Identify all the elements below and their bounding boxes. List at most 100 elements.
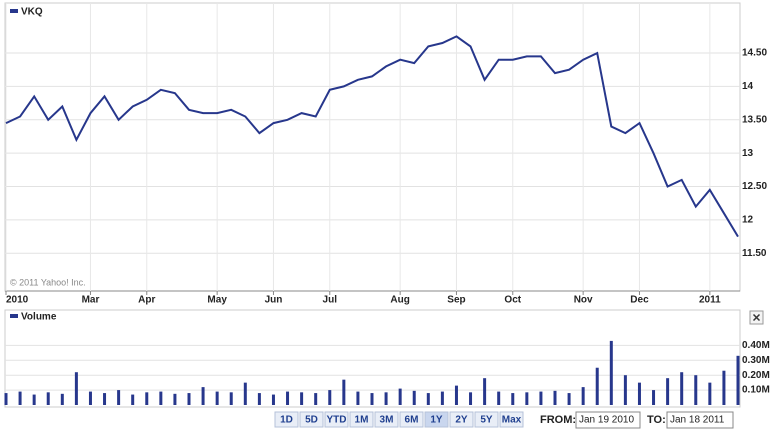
volume-bar (539, 391, 543, 405)
volume-bar (286, 391, 290, 405)
volume-bar (511, 393, 515, 405)
range-button-label[interactable]: 5D (305, 415, 318, 426)
copyright: © 2011 Yahoo! Inc. (10, 277, 86, 287)
x-tick-label: Sep (447, 295, 465, 306)
volume-bar (342, 379, 346, 405)
range-button[interactable] (324, 411, 349, 428)
y-tick-label: 11.50 (742, 248, 767, 259)
volume-bar (384, 392, 388, 405)
legend-label: Volume (21, 312, 57, 323)
volume-bar (88, 391, 92, 405)
volume-bar (440, 391, 444, 405)
volume-bar (553, 390, 557, 405)
volume-bar (74, 372, 78, 405)
y-tick-label: 14 (742, 81, 754, 92)
volume-bar (680, 372, 684, 405)
volume-bar (356, 391, 360, 405)
volume-bar (201, 387, 205, 405)
y-tick-label: 12 (742, 215, 754, 226)
volume-bar (469, 392, 473, 405)
y-tick-label: 0.20M (742, 370, 770, 381)
range-button-label[interactable]: 1M (355, 415, 369, 426)
x-tick-label: Mar (82, 295, 100, 306)
to-label: TO: (647, 414, 666, 426)
range-button[interactable] (374, 411, 399, 428)
range-button[interactable] (424, 411, 449, 428)
volume-bar (32, 394, 36, 405)
close-button[interactable] (749, 310, 764, 325)
range-button-label[interactable]: 3M (380, 415, 394, 426)
x-tick-label: May (207, 295, 227, 306)
y-tick-label: 0.30M (742, 355, 770, 366)
range-button[interactable] (274, 411, 299, 428)
price-line (5, 35, 739, 238)
volume-bar (159, 391, 163, 405)
volume-bar (229, 392, 233, 405)
volume-bar (46, 392, 50, 405)
x-tick-label: Aug (390, 295, 409, 306)
to-value[interactable]: Jan 18 2011 (670, 415, 725, 426)
volume-bar (398, 388, 402, 405)
volume-bar (215, 391, 219, 405)
x-tick-label: Oct (504, 295, 521, 306)
volume-bar (609, 340, 613, 405)
volume-bar (637, 382, 641, 405)
volume-bar (652, 390, 656, 405)
range-button[interactable] (399, 411, 424, 428)
legend-swatch (10, 314, 18, 318)
volume-bar (314, 393, 318, 405)
range-button[interactable] (349, 411, 374, 428)
volume-bar (694, 375, 698, 405)
price-panel (4, 2, 741, 292)
volume-bar (187, 393, 191, 405)
x-tick-label: Apr (138, 295, 155, 306)
volume-bar (497, 391, 501, 405)
volume-bar (736, 355, 740, 405)
volume-bar (525, 392, 529, 405)
volume-bar (623, 375, 627, 405)
volume-bar (271, 394, 275, 405)
range-button-label[interactable]: Max (502, 415, 522, 426)
x-tick-label: 2011 (699, 295, 721, 306)
volume-bar (131, 394, 135, 405)
volume-bar (454, 385, 458, 405)
x-tick-label: Jul (323, 295, 338, 306)
y-tick-label: 12.50 (742, 181, 767, 192)
from-input[interactable] (575, 411, 641, 429)
range-button[interactable] (499, 411, 524, 428)
legend-swatch (10, 9, 18, 13)
to-input[interactable] (666, 411, 734, 429)
range-button-label[interactable]: 5Y (480, 415, 493, 426)
range-button[interactable] (449, 411, 474, 428)
volume-bar (370, 393, 374, 405)
volume-bar (666, 378, 670, 405)
range-button-label[interactable]: 6M (405, 415, 419, 426)
volume-bar (257, 393, 261, 405)
range-button-label[interactable]: 1Y (430, 415, 443, 426)
x-tick-label: Jun (265, 295, 283, 306)
y-tick-label: 0.40M (742, 340, 770, 351)
range-button[interactable] (474, 411, 499, 428)
volume-bar (595, 367, 599, 405)
x-tick-label: Dec (630, 295, 649, 306)
y-tick-label: 13.50 (742, 114, 767, 125)
y-tick-label: 0.10M (742, 385, 770, 396)
volume-bar (708, 382, 712, 405)
from-value[interactable]: Jan 19 2010 (579, 415, 634, 426)
range-button-label[interactable]: 2Y (455, 415, 468, 426)
x-tick-label: 2010 (6, 295, 29, 306)
close-icon (752, 313, 761, 322)
range-button-label[interactable]: 1D (280, 415, 293, 426)
volume-bar (60, 393, 64, 405)
volume-bar (18, 391, 22, 405)
legend-label: VKQ (21, 7, 43, 18)
range-button-label[interactable]: YTD (327, 415, 347, 426)
volume-bar (145, 392, 149, 405)
from-label: FROM: (540, 414, 576, 426)
y-tick-label: 13 (742, 148, 754, 159)
volume-bar (426, 393, 430, 405)
volume-bar (567, 393, 571, 405)
x-tick-label: Nov (574, 295, 593, 306)
range-button[interactable] (299, 411, 324, 428)
